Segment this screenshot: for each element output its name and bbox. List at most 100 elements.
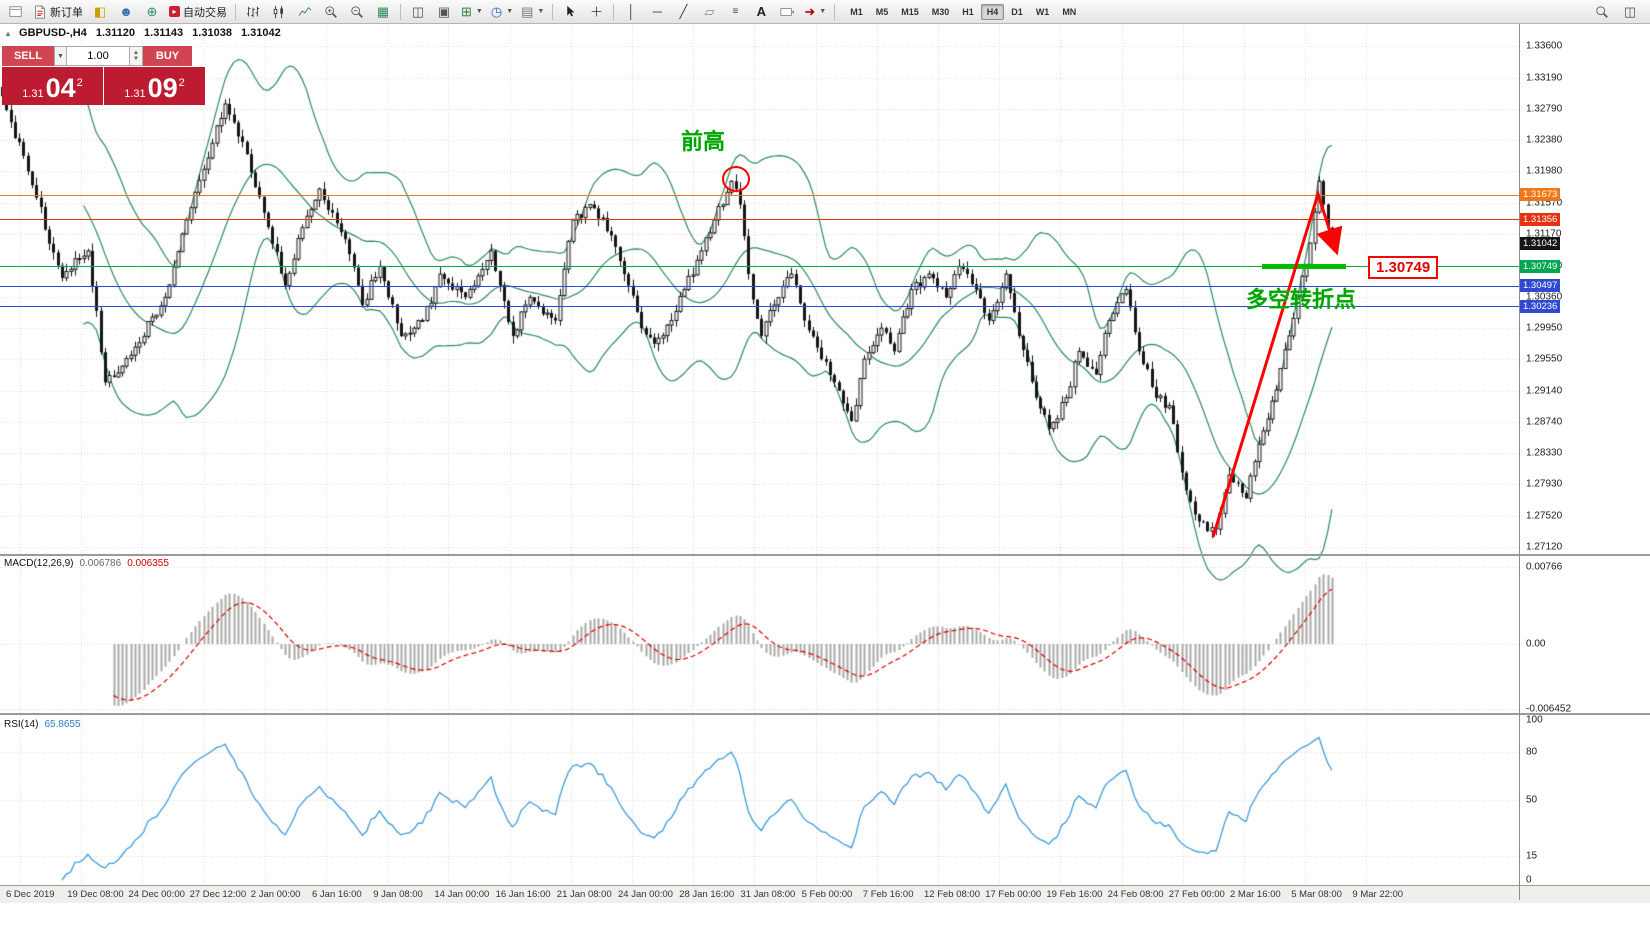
fibonacci-icon[interactable]: ≡ [732, 6, 739, 17]
time-axis[interactable]: 6 Dec 2019 19 Dec 08:00 24 Dec 00:00 27 Dec… [0, 885, 1650, 903]
price-tick: 1.31170 [1526, 228, 1562, 240]
text-label-icon[interactable] [775, 2, 799, 22]
chart-marker-icon: ▴ [6, 28, 11, 38]
search-icon[interactable] [1590, 2, 1614, 22]
cursor-icon[interactable] [558, 2, 582, 22]
separator [235, 3, 236, 20]
autotrading-icon: ▸ [169, 6, 180, 17]
timeline-label: 31 Jan 08:00 [740, 889, 796, 900]
line-chart-icon[interactable] [293, 2, 317, 22]
price-tick: 1.29140 [1526, 385, 1563, 397]
timeline-label: 19 Dec 08:00 [67, 889, 124, 900]
buy-button[interactable]: BUY [143, 46, 192, 66]
stepper-down-icon[interactable]: ▼ [133, 56, 139, 62]
arrows-shapes-icon[interactable]: ➜ ▼ [804, 4, 827, 19]
toolbar-right: ◫ [1590, 2, 1646, 22]
timeline-label: 12 Feb 08:00 [924, 889, 980, 900]
volume-input[interactable] [67, 46, 130, 66]
period-clock-icon[interactable]: ◷ ▼ [490, 4, 514, 19]
new-chart-icon[interactable]: ⊞ ▼ [461, 4, 483, 19]
rsi-value: 65.8655 [44, 719, 81, 730]
volume-stepper[interactable]: ▲ ▼ [130, 46, 143, 66]
horizontal-level-line[interactable] [0, 266, 1519, 267]
autotrading-button[interactable]: ▸ 自动交易 [166, 2, 230, 22]
cascade-windows-icon[interactable]: ▣ [437, 4, 451, 19]
profiles-icon[interactable] [4, 2, 28, 22]
one-click-trading-panel: SELL ▼ ▲▼ BUY 1.31 04 2 1.31 09 2 [2, 46, 205, 105]
price-tick: 1.31980 [1526, 165, 1563, 177]
timeline-label: 24 Dec 00:00 [128, 889, 185, 900]
macd-signal-value: 0.006355 [127, 558, 169, 569]
timeframe-w1[interactable]: W1 [1035, 6, 1050, 17]
separator [613, 3, 615, 20]
volume-dropdown-icon[interactable]: ▼ [54, 46, 67, 66]
price-tick: 1.28330 [1526, 447, 1563, 459]
rsi-header: RSI(14) 65.8655 [4, 719, 81, 730]
price-tick: 1.27120 [1526, 541, 1563, 553]
timeframe-h4[interactable]: H4 [980, 3, 1005, 20]
panel-separator[interactable] [0, 713, 1650, 715]
timeframe-m5[interactable]: M5 [875, 6, 889, 17]
timeframe-m1[interactable]: M1 [850, 6, 863, 17]
chevron-down-icon: ▼ [537, 8, 545, 15]
text-icon[interactable]: A [756, 4, 767, 19]
price-tick: 1.30360 [1526, 291, 1563, 302]
zoom-out-icon[interactable] [345, 2, 369, 22]
tile-windows-icon[interactable]: ◫ [411, 4, 425, 19]
styles-bucket-icon[interactable]: ◧ [93, 4, 107, 19]
timeframe-d1[interactable]: D1 [1011, 6, 1023, 17]
new-order-button[interactable]: 新订单 [30, 2, 86, 22]
separator [400, 3, 401, 20]
indicators-icon[interactable]: ▤ ▼ [521, 4, 545, 19]
grid-icon[interactable]: ▦ [376, 4, 390, 19]
crosshair-icon[interactable] [584, 2, 608, 22]
horizontal-level-line[interactable] [0, 286, 1519, 287]
timeframe-m30[interactable]: M30 [931, 6, 950, 17]
timeline-label: 28 Jan 16:00 [679, 889, 735, 900]
sell-price-button[interactable]: 1.31 04 2 [2, 67, 103, 105]
panel-separator[interactable] [0, 554, 1650, 556]
rsi-axis-label: 100 [1526, 714, 1543, 726]
price-tick: 1.29550 [1526, 353, 1563, 365]
timeframe-m15[interactable]: M15 [901, 6, 919, 17]
timeline-label: 16 Jan 16:00 [495, 889, 551, 900]
trendline-icon[interactable]: ╱ [679, 4, 688, 19]
profile-icon[interactable]: ☻ [119, 4, 133, 19]
price-tick: 1.33600 [1526, 40, 1563, 52]
macd-header: MACD(12,26,9) 0.006786 0.006355 [4, 558, 169, 569]
new-order-icon [35, 4, 45, 19]
vertical-line-icon[interactable]: │ [627, 4, 636, 19]
zoom-in-icon[interactable] [319, 2, 343, 22]
buy-price-prefix: 1.31 [124, 88, 146, 100]
bar-chart-icon[interactable] [241, 2, 265, 22]
timeframe-mn[interactable]: MN [1062, 6, 1077, 17]
price-tick: 1.28740 [1526, 416, 1563, 428]
price-tag: 1.31673 [1520, 188, 1561, 202]
data-window-icon[interactable]: ◫ [1623, 4, 1637, 19]
horizontal-line-icon[interactable]: ─ [652, 4, 662, 19]
timeframe-h1[interactable]: H1 [962, 6, 974, 17]
candlestick-chart-icon[interactable] [267, 2, 291, 22]
horizontal-level-line[interactable] [0, 219, 1519, 220]
separator [552, 3, 554, 20]
bar-low: 1.31038 [192, 27, 232, 39]
price-tag: 1.31042 [1520, 237, 1561, 251]
stepper-up-icon[interactable]: ▲ [133, 50, 139, 56]
timeline-label: 9 Mar 22:00 [1352, 889, 1404, 900]
buy-price-button[interactable]: 1.31 09 2 [104, 67, 205, 105]
new-order-label: 新订单 [50, 6, 83, 19]
sell-price-big: 04 [45, 73, 76, 103]
horizontal-level-line[interactable] [0, 306, 1519, 307]
timeline-label: 5 Mar 08:00 [1291, 889, 1342, 900]
highlight-circle [722, 166, 750, 192]
chevron-down-icon: ▼ [475, 8, 483, 15]
timeline-label: 2 Mar 16:00 [1230, 889, 1281, 900]
horizontal-level-line[interactable] [0, 195, 1519, 196]
community-icon[interactable]: ⊕ [146, 4, 158, 19]
channel-icon[interactable]: ▱ [704, 4, 715, 19]
bar-open: 1.31120 [95, 27, 136, 39]
turning-point-annotation: 多空转折点 [1246, 287, 1357, 312]
bar-close: 1.31042 [240, 27, 281, 39]
sell-button[interactable]: SELL [2, 46, 54, 66]
